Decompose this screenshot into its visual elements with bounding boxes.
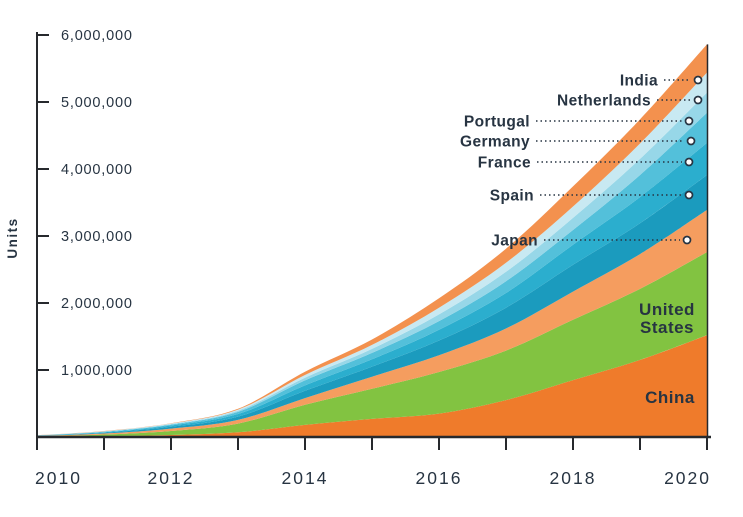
series-label-netherlands: Netherlands [557, 93, 651, 110]
x-tick-label: 2012 [148, 468, 195, 488]
leader-marker-france [684, 157, 694, 167]
series-label-japan: Japan [491, 233, 538, 250]
y-axis-title: Units [5, 217, 20, 258]
x-tick-label: 2018 [550, 468, 597, 488]
series-label-france: France [478, 155, 531, 172]
y-tick-label: 2,000,000 [61, 296, 133, 312]
series-label-spain: Spain [490, 188, 534, 205]
y-tick-label: 1,000,000 [61, 363, 133, 379]
y-tick-label: 5,000,000 [61, 95, 133, 111]
leader-marker-japan [682, 235, 692, 245]
inside-label-united-states: States [640, 318, 694, 337]
x-tick-label: 2016 [416, 468, 463, 488]
series-label-portugal: Portugal [464, 114, 530, 131]
x-tick-label: 2020 [664, 468, 711, 488]
area-united-states [37, 252, 707, 437]
inside-label-united-states: United [639, 300, 695, 319]
x-tick-label: 2014 [282, 468, 329, 488]
series-label-germany: Germany [460, 134, 530, 151]
inside-label-china: China [645, 388, 695, 407]
y-tick-label: 6,000,000 [61, 28, 133, 44]
series-label-india: India [620, 73, 658, 90]
leader-marker-germany [686, 136, 696, 146]
area-china [37, 335, 707, 437]
leader-marker-netherlands [693, 95, 703, 105]
leader-marker-india [693, 75, 703, 85]
x-tick-label: 2010 [35, 468, 82, 488]
y-tick-label: 3,000,000 [61, 229, 133, 245]
y-tick-label: 4,000,000 [61, 162, 133, 178]
leader-marker-spain [684, 190, 694, 200]
leader-marker-portugal [684, 116, 694, 126]
